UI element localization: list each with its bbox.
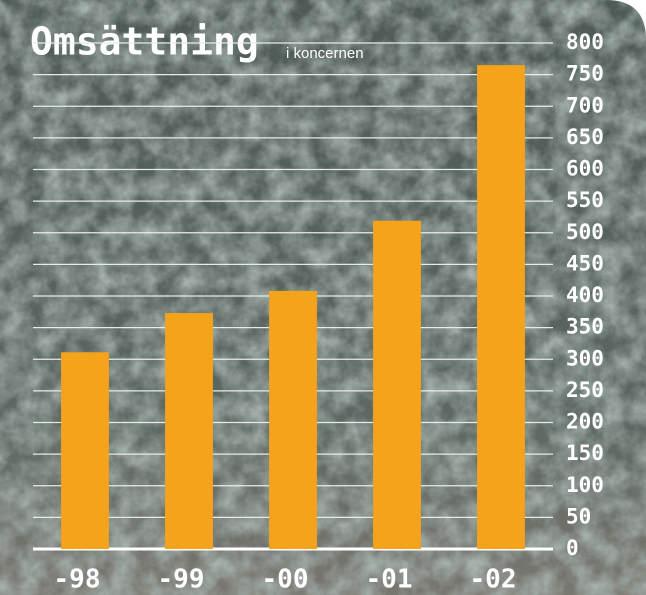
bar <box>61 352 109 549</box>
y-tick-label: 100 <box>566 473 604 497</box>
y-tick-label: 400 <box>566 283 604 307</box>
chart-subtitle: i koncernen <box>286 45 364 62</box>
y-tick-label: 250 <box>566 378 604 402</box>
y-tick-label: 600 <box>566 157 604 181</box>
x-tick-label: -02 <box>470 565 517 595</box>
y-tick-label: 200 <box>566 410 604 434</box>
y-tick-label: 0 <box>566 536 579 560</box>
y-tick-label: 50 <box>566 504 591 528</box>
y-tick-label: 300 <box>566 346 604 370</box>
bar <box>477 65 525 549</box>
y-tick-label: 500 <box>566 220 604 244</box>
y-tick-label: 700 <box>566 93 604 117</box>
bar <box>373 220 421 550</box>
x-tick-label: -00 <box>262 565 309 595</box>
y-tick-label: 750 <box>566 62 604 86</box>
bar <box>269 290 317 549</box>
y-tick-label: 650 <box>566 125 604 149</box>
y-tick-label: 450 <box>566 251 604 275</box>
bar <box>165 313 213 549</box>
x-tick-label: -01 <box>366 565 413 595</box>
y-tick-label: 350 <box>566 315 604 339</box>
x-tick-label: -99 <box>158 565 205 595</box>
chart-title: Omsättning <box>30 20 259 64</box>
y-tick-label: 800 <box>566 30 604 54</box>
y-tick-label: 150 <box>566 441 604 465</box>
x-tick-label: -98 <box>54 565 101 595</box>
y-tick-label: 550 <box>566 188 604 212</box>
